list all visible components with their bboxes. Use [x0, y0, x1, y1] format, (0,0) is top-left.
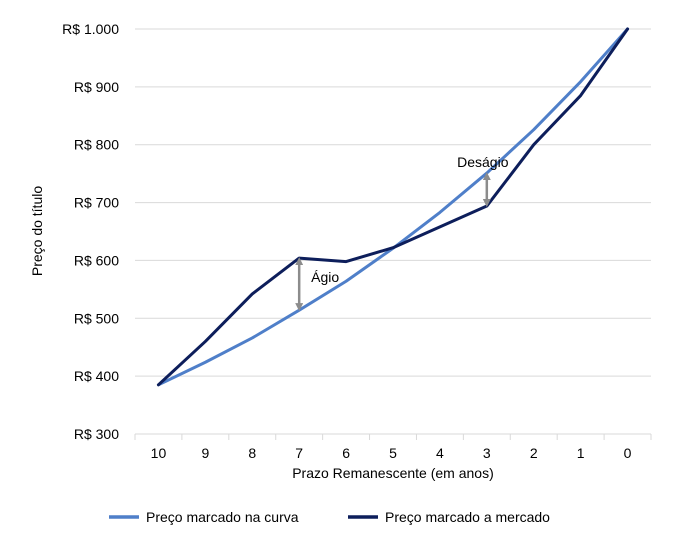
y-tick-label: R$ 900 [74, 79, 119, 95]
x-tick-label: 4 [436, 445, 444, 461]
y-tick-label: R$ 300 [74, 426, 119, 442]
x-tick-label: 1 [577, 445, 585, 461]
series-line-2 [156, 27, 630, 387]
annotations: Ágio Deságio [295, 154, 509, 312]
x-tick-label: 5 [389, 445, 397, 461]
y-tick-label: R$ 700 [74, 195, 119, 211]
x-axis-ticks: 10 9 8 7 6 5 4 3 2 1 0 [151, 445, 632, 461]
x-tick-label: 7 [295, 445, 303, 461]
legend-label-series-1: Preço marcado na curva [146, 509, 299, 525]
x-tick-label: 3 [483, 445, 491, 461]
x-tick-label: 10 [151, 445, 167, 461]
series-line-1 [156, 27, 630, 387]
x-tick-label: 6 [342, 445, 350, 461]
legend-label-series-2: Preço marcado a mercado [385, 509, 550, 525]
y-tick-label: R$ 800 [74, 137, 119, 153]
annotation-label: Ágio [311, 269, 339, 285]
y-axis: R$ 300 R$ 400 R$ 500 R$ 600 R$ 700 R$ 800 R$ 9… [62, 21, 119, 442]
legend: Preço marcado na curva Preço marcado a m… [109, 509, 550, 525]
annotation-label: Deságio [457, 154, 509, 170]
series [156, 27, 630, 387]
x-axis [134, 433, 652, 440]
y-axis-title: Preço do título [29, 186, 45, 276]
x-tick-label: 0 [624, 445, 632, 461]
y-tick-label: R$ 1.000 [62, 21, 119, 37]
y-tick-label: R$ 500 [74, 310, 119, 326]
gridlines [135, 28, 651, 377]
x-tick-label: 9 [201, 445, 209, 461]
x-axis-title: Prazo Remanescente (em anos) [292, 465, 494, 481]
x-tick-label: 8 [248, 445, 256, 461]
x-tick-label: 2 [530, 445, 538, 461]
y-tick-label: R$ 600 [74, 252, 119, 268]
y-tick-label: R$ 400 [74, 368, 119, 384]
